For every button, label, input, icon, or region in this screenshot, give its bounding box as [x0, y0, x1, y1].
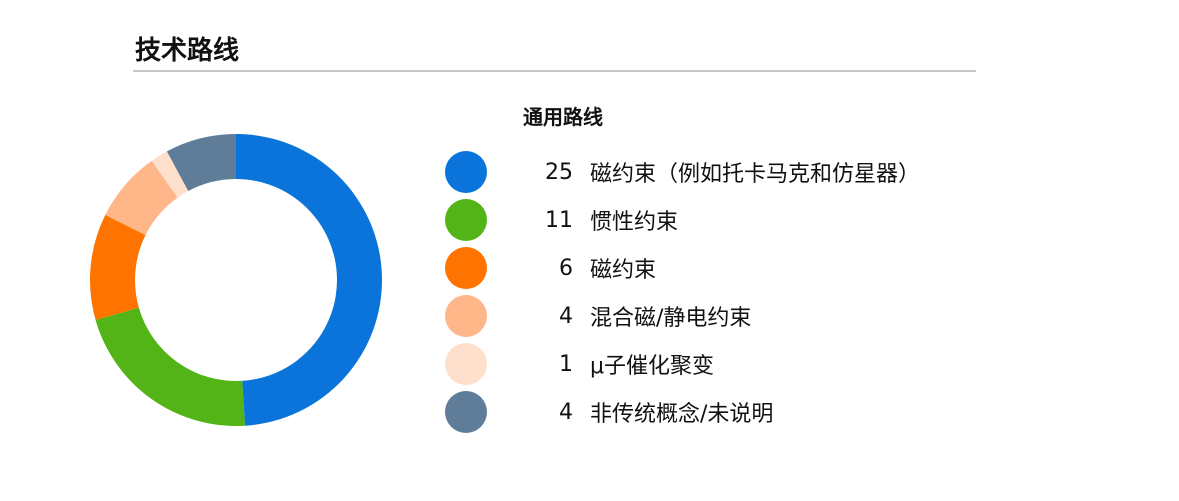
legend-item: 6 磁约束: [445, 246, 656, 290]
legend-value: 25: [545, 159, 573, 185]
legend-value: 4: [559, 399, 573, 425]
legend-item: 1 μ子催化聚变: [445, 342, 714, 386]
legend-label: μ子催化聚变: [590, 354, 714, 379]
legend-value: 11: [545, 207, 573, 233]
legend-title: 通用路线: [523, 105, 603, 129]
legend-label: 惯性约束: [590, 210, 679, 235]
legend-value: 4: [559, 303, 573, 329]
donut-slice: [105, 160, 178, 235]
donut-slice: [166, 134, 236, 192]
legend-swatch: [445, 199, 487, 241]
divider: [133, 70, 976, 72]
legend-label: 非传统概念/未说明: [590, 402, 774, 427]
legend-value: 1: [559, 351, 573, 377]
donut-slice: [151, 151, 189, 198]
legend-item: 25 磁约束（例如托卡马克和仿星器）: [445, 150, 920, 194]
legend-item: 4 非传统概念/未说明: [445, 390, 773, 434]
legend-swatch: [445, 247, 487, 289]
legend-swatch: [445, 391, 487, 433]
donut-chart: [89, 134, 382, 426]
legend-item: 11 惯性约束: [445, 198, 678, 242]
donut-slice: [95, 307, 245, 426]
legend-label: 混合磁/静电约束: [590, 306, 752, 331]
section-title: 技术路线: [135, 36, 240, 66]
legend-swatch: [445, 151, 487, 193]
legend-swatch: [445, 295, 487, 337]
legend-swatch: [445, 343, 487, 385]
legend-item: 4 混合磁/静电约束: [445, 294, 751, 338]
legend-label: 磁约束（例如托卡马克和仿星器）: [590, 162, 921, 187]
legend-value: 6: [559, 255, 573, 281]
legend-label: 磁约束: [590, 258, 657, 283]
donut-slice: [89, 214, 146, 320]
donut-slice: [236, 134, 382, 426]
